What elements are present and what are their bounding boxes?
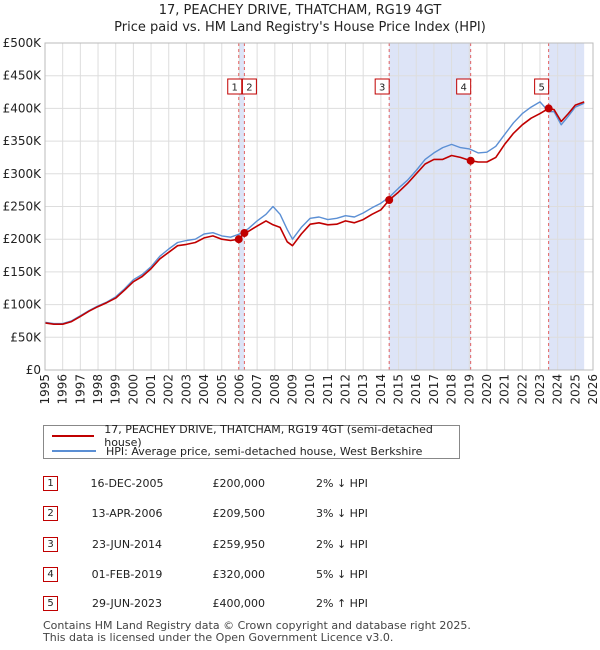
y-tick-label: £0 — [26, 363, 41, 377]
chart-legend: 17, PEACHEY DRIVE, THATCHAM, RG19 4GT (s… — [43, 423, 460, 459]
x-tick-label: 2009 — [285, 374, 299, 405]
y-tick-label: £100K — [3, 298, 43, 312]
x-tick-label: 2005 — [215, 374, 229, 405]
transaction-price: £400,000 — [212, 597, 266, 610]
x-tick-label: 2022 — [515, 374, 529, 405]
transaction-number-badge: 4 — [43, 567, 58, 582]
x-tick-label: 1999 — [109, 374, 123, 405]
x-tick-label: 2014 — [374, 374, 388, 405]
sale-number-label: 5 — [538, 83, 544, 94]
x-tick-label: 2012 — [339, 374, 353, 405]
table-row: 1 16-DEC-2005 £200,000 2% ↓ HPI — [0, 476, 600, 494]
x-tick-label: 1995 — [38, 374, 52, 405]
x-tick-label: 2018 — [445, 374, 459, 405]
transaction-price: £200,000 — [212, 477, 266, 490]
legend-entry-hpi: HPI: Average price, semi-detached house,… — [52, 444, 422, 458]
chart-subtitle: Price paid vs. HM Land Registry's House … — [114, 20, 486, 35]
licence-footer: This data is licensed under the Open Gov… — [43, 631, 394, 644]
transaction-hpi-diff: 2% ↓ HPI — [316, 538, 368, 551]
sale-point — [385, 195, 394, 204]
transaction-number-badge: 3 — [43, 537, 58, 552]
transaction-date: 16-DEC-2005 — [90, 477, 164, 490]
y-tick-label: £200K — [3, 232, 43, 246]
transaction-hpi-diff: 3% ↓ HPI — [316, 507, 368, 520]
y-tick-label: £450K — [3, 69, 43, 83]
transaction-date: 23-JUN-2014 — [91, 538, 163, 551]
legend-label-hpi: HPI: Average price, semi-detached house,… — [106, 444, 423, 458]
y-tick-label: £150K — [3, 265, 43, 279]
x-tick-label: 2003 — [179, 374, 193, 405]
sale-point — [466, 156, 475, 165]
legend-label-price: 17, PEACHEY DRIVE, THATCHAM, RG19 4GT (s… — [104, 423, 433, 449]
hpi-line — [44, 101, 585, 325]
x-tick-label: 2021 — [498, 374, 512, 405]
x-tick-label: 2002 — [162, 374, 176, 405]
legend-swatch-price — [52, 435, 95, 437]
sale-number-label: 4 — [460, 83, 466, 94]
price-chart: 1 2 3 4 5 £0 £50K £100K £150K £200K £250K £300K £350… — [3, 36, 600, 405]
sale-point — [234, 235, 243, 244]
x-tick-label: 1996 — [56, 374, 70, 405]
x-tick-label: 2017 — [427, 374, 441, 405]
x-tick-label: 2024 — [551, 374, 565, 405]
transaction-number-badge: 1 — [43, 476, 58, 491]
sale-number-box — [241, 78, 257, 95]
transaction-number-badge: 2 — [43, 506, 58, 521]
transaction-date: 01-FEB-2019 — [91, 568, 163, 581]
y-tick-label: £400K — [3, 101, 43, 115]
x-tick-label: 2008 — [268, 374, 282, 405]
sale-number-box — [227, 78, 243, 95]
x-tick-label: 2023 — [533, 374, 547, 405]
transaction-date: 13-APR-2006 — [91, 507, 163, 520]
copyright-footer: Contains HM Land Registry data © Crown c… — [43, 619, 471, 632]
x-tick-label: 2010 — [303, 374, 317, 405]
x-tick-label: 2019 — [462, 374, 476, 405]
x-tick-label: 2015 — [392, 374, 406, 405]
legend-swatch-hpi — [52, 450, 96, 452]
transaction-hpi-diff: 2% ↑ HPI — [316, 597, 368, 610]
x-tick-label: 2001 — [144, 374, 158, 405]
y-tick-label: £50K — [10, 330, 42, 344]
transaction-number-badge: 5 — [43, 596, 58, 611]
x-tick-label: 2011 — [321, 374, 335, 405]
plot-border — [44, 42, 594, 371]
transaction-date: 29-JUN-2023 — [91, 597, 163, 610]
x-tick-label: 2007 — [250, 374, 264, 405]
y-tick-label: £300K — [3, 167, 43, 181]
x-tick-label: 2004 — [197, 374, 211, 405]
sale-point — [544, 104, 553, 113]
x-tick-label: 2026 — [586, 374, 600, 405]
transaction-price: £209,500 — [212, 507, 266, 520]
sale-number-label: 1 — [232, 83, 238, 94]
sale-number-label: 2 — [246, 83, 252, 94]
x-tick-label: 1997 — [73, 374, 87, 405]
chart-title: 17, PEACHEY DRIVE, THATCHAM, RG19 4GT — [158, 3, 442, 18]
x-tick-label: 2020 — [480, 374, 494, 405]
sale-point — [240, 228, 249, 237]
x-tick-label: 2006 — [232, 374, 246, 405]
transaction-hpi-diff: 2% ↓ HPI — [316, 477, 368, 490]
x-tick-label: 1998 — [91, 374, 105, 405]
x-tick-label: 2000 — [126, 374, 140, 405]
table-row: 2 13-APR-2006 £209,500 3% ↓ HPI — [0, 506, 600, 524]
sale-number-box — [374, 78, 390, 95]
legend-entry-price: 17, PEACHEY DRIVE, THATCHAM, RG19 4GT (s… — [52, 423, 459, 449]
x-tick-label: 2025 — [568, 374, 582, 405]
x-tick-label: 2016 — [409, 374, 423, 405]
y-tick-label: £500K — [3, 36, 43, 50]
transaction-price: £259,950 — [212, 538, 266, 551]
transaction-hpi-diff: 5% ↓ HPI — [316, 568, 368, 581]
sale-number-label: 3 — [379, 83, 385, 94]
transaction-price: £320,000 — [212, 568, 266, 581]
x-tick-label: 2013 — [356, 374, 370, 405]
table-row: 5 29-JUN-2023 £400,000 2% ↑ HPI — [0, 596, 600, 614]
table-row: 3 23-JUN-2014 £259,950 2% ↓ HPI — [0, 537, 600, 555]
price-paid-line — [44, 101, 585, 326]
y-tick-label: £350K — [3, 134, 43, 148]
table-row: 4 01-FEB-2019 £320,000 5% ↓ HPI — [0, 567, 600, 585]
y-tick-label: £250K — [3, 200, 43, 214]
sale-number-box — [534, 78, 550, 95]
sale-number-box — [456, 78, 472, 95]
